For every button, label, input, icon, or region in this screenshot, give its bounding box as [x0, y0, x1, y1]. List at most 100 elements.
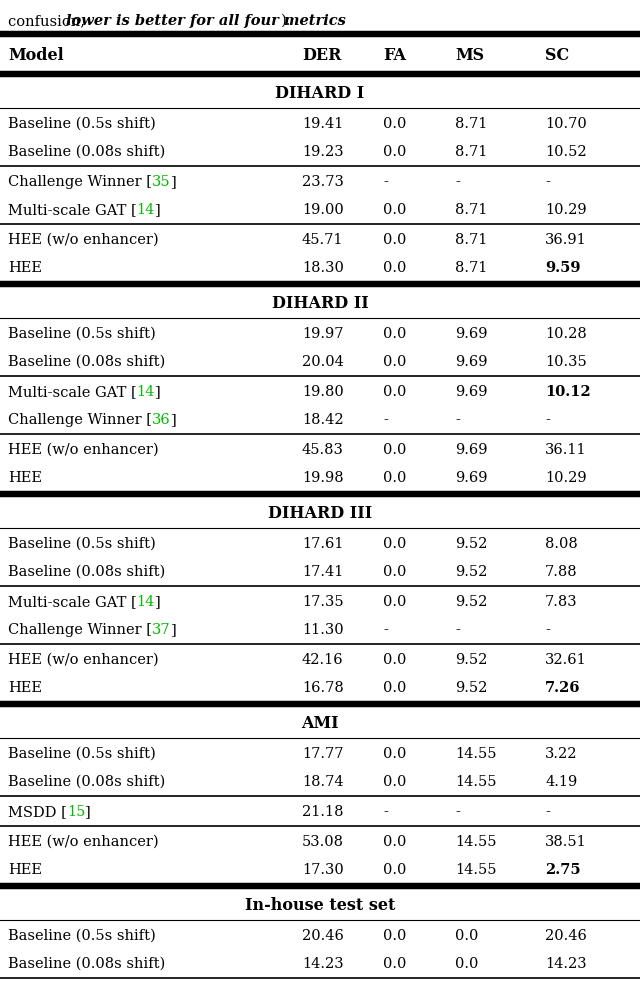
Text: 0.0: 0.0 — [455, 957, 478, 971]
Text: In-house test set: In-house test set — [245, 897, 395, 913]
Text: -: - — [545, 175, 550, 189]
Text: 20.46: 20.46 — [302, 929, 344, 943]
Text: AMI: AMI — [301, 714, 339, 732]
Text: 7.26: 7.26 — [545, 681, 580, 695]
Text: ]: ] — [155, 385, 161, 399]
Text: 8.71: 8.71 — [455, 261, 488, 275]
Text: -: - — [383, 805, 388, 819]
Text: 53.08: 53.08 — [302, 835, 344, 849]
Text: 0.0: 0.0 — [383, 443, 406, 457]
Text: Baseline (0.08s shift): Baseline (0.08s shift) — [8, 957, 165, 971]
Text: 0.0: 0.0 — [383, 565, 406, 579]
Text: 20.04: 20.04 — [302, 355, 344, 369]
Text: 18.42: 18.42 — [302, 413, 344, 427]
Text: 10.12: 10.12 — [545, 385, 591, 399]
Text: 14: 14 — [137, 595, 155, 609]
Text: 9.69: 9.69 — [455, 327, 488, 341]
Text: 9.52: 9.52 — [455, 653, 488, 667]
Text: 19.97: 19.97 — [302, 327, 344, 341]
Text: SC: SC — [545, 46, 569, 64]
Text: 9.52: 9.52 — [455, 537, 488, 551]
Text: 14.55: 14.55 — [455, 835, 497, 849]
Text: 0.0: 0.0 — [455, 929, 478, 943]
Text: HEE: HEE — [8, 681, 42, 695]
Text: 8.71: 8.71 — [455, 117, 488, 131]
Text: 17.77: 17.77 — [302, 747, 344, 761]
Text: Baseline (0.08s shift): Baseline (0.08s shift) — [8, 565, 165, 579]
Text: 0.0: 0.0 — [383, 355, 406, 369]
Text: DIHARD II: DIHARD II — [271, 294, 369, 312]
Text: Multi-scale GAT [: Multi-scale GAT [ — [8, 595, 137, 609]
Text: Model: Model — [8, 46, 63, 64]
Text: FA: FA — [383, 46, 406, 64]
Text: 36: 36 — [152, 413, 171, 427]
Text: 14: 14 — [137, 203, 155, 217]
Text: 2.75: 2.75 — [545, 863, 580, 877]
Text: 0.0: 0.0 — [383, 203, 406, 217]
Text: 11.30: 11.30 — [302, 623, 344, 637]
Text: 38.51: 38.51 — [545, 835, 587, 849]
Text: HEE (w/o enhancer): HEE (w/o enhancer) — [8, 443, 159, 457]
Text: 19.98: 19.98 — [302, 471, 344, 485]
Text: 0.0: 0.0 — [383, 835, 406, 849]
Text: Baseline (0.5s shift): Baseline (0.5s shift) — [8, 327, 156, 341]
Text: 14.55: 14.55 — [455, 863, 497, 877]
Text: 7.88: 7.88 — [545, 565, 578, 579]
Text: 0.0: 0.0 — [383, 681, 406, 695]
Text: 0.0: 0.0 — [383, 327, 406, 341]
Text: Baseline (0.08s shift): Baseline (0.08s shift) — [8, 355, 165, 369]
Text: 0.0: 0.0 — [383, 145, 406, 159]
Text: 0.0: 0.0 — [383, 537, 406, 551]
Text: 35: 35 — [152, 175, 171, 189]
Text: 9.52: 9.52 — [455, 565, 488, 579]
Text: 9.69: 9.69 — [455, 355, 488, 369]
Text: lower is better for all four metrics: lower is better for all four metrics — [66, 14, 346, 28]
Text: 9.59: 9.59 — [545, 261, 580, 275]
Text: 10.29: 10.29 — [545, 471, 587, 485]
Text: -: - — [455, 805, 460, 819]
Text: 10.28: 10.28 — [545, 327, 587, 341]
Text: 0.0: 0.0 — [383, 775, 406, 789]
Text: 17.35: 17.35 — [302, 595, 344, 609]
Text: 14.23: 14.23 — [302, 957, 344, 971]
Text: ]: ] — [85, 805, 91, 819]
Text: 3.22: 3.22 — [545, 747, 577, 761]
Text: Multi-scale GAT [: Multi-scale GAT [ — [8, 203, 137, 217]
Text: 10.52: 10.52 — [545, 145, 587, 159]
Text: DIHARD I: DIHARD I — [275, 84, 365, 101]
Text: 45.71: 45.71 — [302, 233, 344, 247]
Text: 9.52: 9.52 — [455, 595, 488, 609]
Text: 0.0: 0.0 — [383, 261, 406, 275]
Text: 0.0: 0.0 — [383, 653, 406, 667]
Text: 0.0: 0.0 — [383, 471, 406, 485]
Text: 18.74: 18.74 — [302, 775, 344, 789]
Text: 0.0: 0.0 — [383, 957, 406, 971]
Text: 20.46: 20.46 — [545, 929, 587, 943]
Text: ]: ] — [155, 203, 161, 217]
Text: -: - — [545, 805, 550, 819]
Text: 0.0: 0.0 — [383, 233, 406, 247]
Text: 36.91: 36.91 — [545, 233, 587, 247]
Text: 10.29: 10.29 — [545, 203, 587, 217]
Text: 4.19: 4.19 — [545, 775, 577, 789]
Text: 9.69: 9.69 — [455, 471, 488, 485]
Text: ).: ). — [281, 14, 291, 28]
Text: 19.80: 19.80 — [302, 385, 344, 399]
Text: -: - — [545, 623, 550, 637]
Text: -: - — [455, 413, 460, 427]
Text: Baseline (0.08s shift): Baseline (0.08s shift) — [8, 145, 165, 159]
Text: 36.11: 36.11 — [545, 443, 587, 457]
Text: 14.55: 14.55 — [455, 775, 497, 789]
Text: 9.52: 9.52 — [455, 681, 488, 695]
Text: 8.71: 8.71 — [455, 145, 488, 159]
Text: 17.41: 17.41 — [302, 565, 344, 579]
Text: Baseline (0.5s shift): Baseline (0.5s shift) — [8, 747, 156, 761]
Text: 18.30: 18.30 — [302, 261, 344, 275]
Text: 0.0: 0.0 — [383, 595, 406, 609]
Text: DER: DER — [302, 46, 341, 64]
Text: 45.83: 45.83 — [302, 443, 344, 457]
Text: 0.0: 0.0 — [383, 929, 406, 943]
Text: Baseline (0.5s shift): Baseline (0.5s shift) — [8, 117, 156, 131]
Text: 32.61: 32.61 — [545, 653, 587, 667]
Text: ]: ] — [171, 413, 177, 427]
